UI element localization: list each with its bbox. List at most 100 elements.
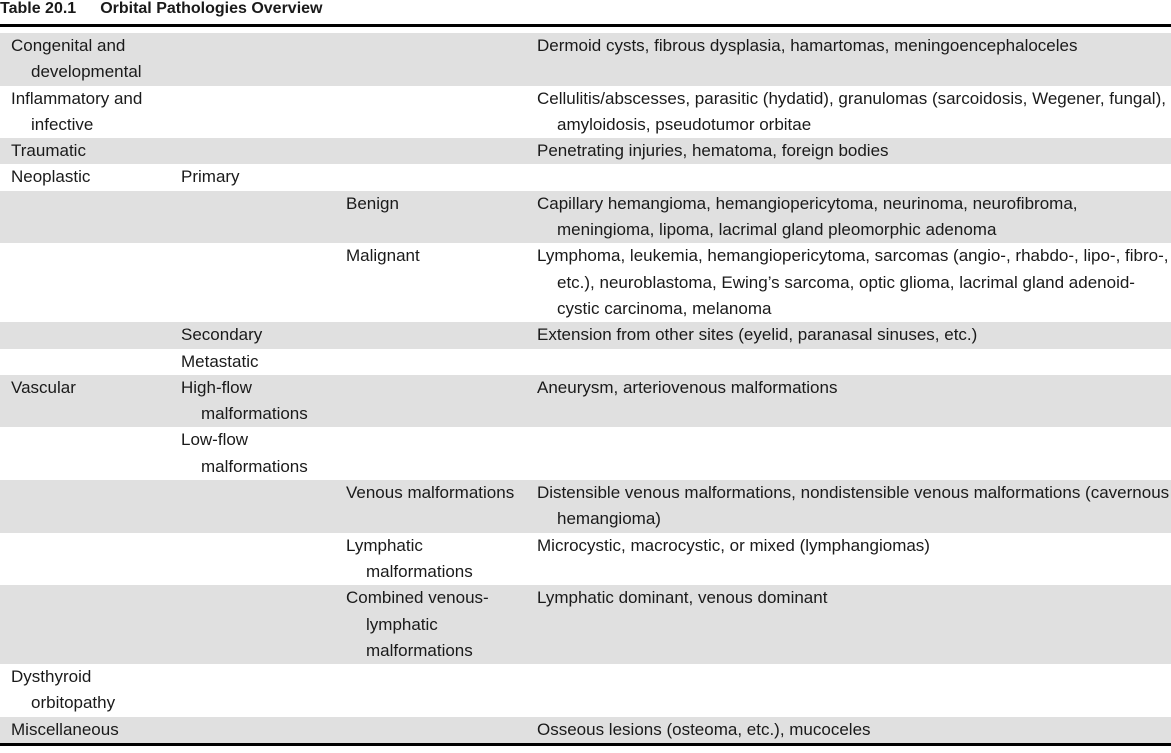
table-row: Malignant Lymphoma, leukemia, hemangioper…: [0, 243, 1171, 322]
table-cell: Benign: [335, 191, 526, 244]
table-cell: [170, 480, 335, 533]
table-cell: [170, 86, 335, 139]
table-cell: Malignant: [335, 243, 526, 322]
table-cell: Miscellaneous: [0, 717, 170, 745]
cell-text: Metastatic: [181, 351, 259, 371]
cell-text: Osseous lesions (osteoma, etc.), mucocel…: [537, 719, 871, 739]
table-name: Orbital Pathologies Overview: [100, 0, 323, 17]
table-cell: Capillary hemangioma, hemangiopericytoma…: [526, 191, 1171, 244]
table-row: Secondary Extension from other sites (eye…: [0, 322, 1171, 349]
cell-text: Congenital and developmental: [11, 36, 142, 82]
cell-text: Distensible venous malformations, nondis…: [537, 483, 1170, 529]
table-cell: [0, 243, 170, 322]
table-row: Miscellaneous Osseous lesions (osteoma, e…: [0, 716, 1171, 745]
cell-text: Neoplastic: [11, 167, 91, 187]
table-cell: [0, 585, 170, 664]
cell-text: Microcystic, macrocystic, or mixed (lymp…: [537, 535, 930, 555]
table-cell: Secondary: [170, 322, 335, 348]
table-row: Congenital and developmental Dermoid cyst…: [0, 33, 1171, 86]
table-cell: Neoplastic: [0, 164, 170, 190]
cell-text: Dermoid cysts, fibrous dysplasia, hamart…: [537, 36, 1078, 55]
table-cell: [335, 427, 526, 480]
cell-text: Extension from other sites (eyelid, para…: [537, 325, 978, 345]
table-cell: Congenital and developmental: [0, 33, 170, 86]
table-cell: [526, 164, 1171, 190]
cell-text: Vascular: [11, 377, 76, 397]
cell-text: Lymphatic malformations: [346, 535, 473, 581]
cell-text: High-flow malformations: [181, 377, 308, 424]
table-cell: Microcystic, macrocystic, or mixed (lymp…: [526, 533, 1171, 586]
table-cell: Distensible venous malformations, nondis…: [526, 480, 1171, 533]
table-cell: Lymphatic dominant, venous dominant: [526, 585, 1171, 664]
table-row: Inflammatory and infective Cellulitis/abs…: [0, 86, 1171, 139]
table-cell: [526, 427, 1171, 480]
table-row: Low-flow malformations: [0, 427, 1171, 480]
table-cell: [170, 138, 335, 164]
cell-text: Inflammatory and infective: [11, 88, 143, 134]
table-row: Metastatic: [0, 349, 1171, 375]
cell-text: Cellulitis/abscesses, parasitic (hydatid…: [537, 88, 1166, 134]
table-row: Traumatic Penetrating injuries, hematoma,…: [0, 138, 1171, 165]
table-row: Dysthyroid orbitopathy: [0, 664, 1171, 717]
table-cell: Venous malformations: [335, 480, 526, 533]
cell-text: Aneurysm, arteriovenous malformations: [537, 377, 838, 397]
cell-text: Lymphatic dominant, venous dominant: [537, 588, 828, 608]
table-cell: [0, 349, 170, 375]
table-cell: [526, 664, 1171, 717]
table-cell: [335, 349, 526, 375]
top-rule: [0, 24, 1171, 27]
table-cell: Metastatic: [170, 349, 335, 375]
cell-text: Miscellaneous: [11, 719, 119, 739]
table-cell: [170, 585, 335, 664]
table-cell: [0, 533, 170, 586]
table-cell: [170, 33, 335, 86]
cell-text: Primary: [181, 167, 240, 187]
cell-text: Traumatic: [11, 141, 86, 161]
table-cell: [335, 664, 526, 717]
table-cell: Combined venous-lymphatic malformations: [335, 585, 526, 664]
cell-text: Combined venous-lymphatic malformations: [346, 588, 489, 660]
table-cell: [335, 717, 526, 745]
table-cell: [335, 33, 526, 86]
cell-text: Malignant: [346, 246, 420, 266]
table-cell: [0, 480, 170, 533]
table-cell: Lymphatic malformations: [335, 533, 526, 586]
table-title: Table 20.1 Orbital Pathologies Overview: [0, 0, 1171, 22]
cell-text: Penetrating injuries, hematoma, foreign …: [537, 141, 889, 161]
cell-text: Venous malformations: [346, 483, 515, 503]
table-cell: [335, 86, 526, 139]
cell-text: Low-flow malformations: [181, 430, 308, 476]
table-cell: Osseous lesions (osteoma, etc.), mucocel…: [526, 717, 1171, 745]
cell-text: Capillary hemangioma, hemangiopericytoma…: [537, 193, 1078, 240]
table-cell: [335, 375, 526, 428]
table-cell: Cellulitis/abscesses, parasitic (hydatid…: [526, 86, 1171, 139]
table-cell: Primary: [170, 164, 335, 190]
cell-text: Secondary: [181, 325, 263, 345]
table-cell: [170, 533, 335, 586]
table-cell: High-flow malformations: [170, 375, 335, 428]
table-cell: [335, 322, 526, 348]
table-row: Vascular High-flow malformations Aneurysm,…: [0, 374, 1171, 428]
table-row: Lymphatic malformations Microcystic, macr…: [0, 533, 1171, 586]
cell-text: Lymphoma, leukemia, hemangiopericytoma, …: [537, 246, 1169, 318]
table-cell: Extension from other sites (eyelid, para…: [526, 322, 1171, 348]
table-cell: Traumatic: [0, 138, 170, 164]
table-cell: Low-flow malformations: [170, 427, 335, 480]
table-cell: [0, 427, 170, 480]
table: Congenital and developmental Dermoid cyst…: [0, 33, 1171, 747]
table-cell: [170, 717, 335, 745]
table-cell: [335, 138, 526, 164]
table-cell: [335, 164, 526, 190]
table-cell: Dysthyroid orbitopathy: [0, 664, 170, 717]
table-cell: [526, 349, 1171, 375]
table-cell: [170, 243, 335, 322]
cell-text: Dysthyroid orbitopathy: [11, 667, 116, 713]
table-cell: Dermoid cysts, fibrous dysplasia, hamart…: [526, 33, 1171, 86]
table-label: Table 20.1: [0, 0, 77, 17]
table-row: Combined venous-lymphatic malformations L…: [0, 585, 1171, 665]
table-cell: [170, 191, 335, 244]
table-cell: [0, 191, 170, 244]
table-row: Benign Capillary hemangioma, hemangioperi…: [0, 190, 1171, 244]
table-row: Venous malformations Distensible venous m…: [0, 480, 1171, 533]
